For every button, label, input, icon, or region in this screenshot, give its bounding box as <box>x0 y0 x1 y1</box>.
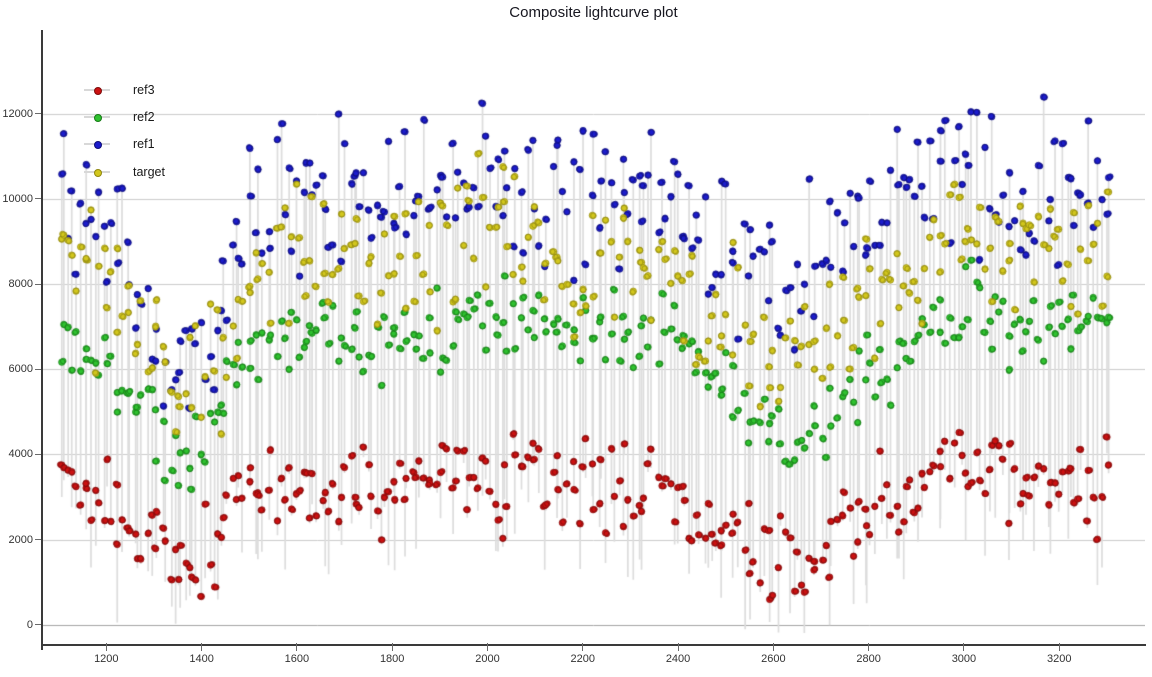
y-tick-label: 8000 <box>8 278 33 290</box>
x-tick-mark <box>963 643 965 651</box>
y-tick-label: 2000 <box>8 533 33 546</box>
y-axis-line <box>41 30 43 650</box>
x-tick-label: 1200 <box>94 653 119 665</box>
x-tick-label: 2600 <box>761 653 786 665</box>
x-tick-label: 1600 <box>284 653 310 665</box>
x-tick-label: 2400 <box>665 653 691 665</box>
chart-title: Composite lightcurve plot <box>509 4 678 21</box>
legend-item-ref2: ref2 <box>84 103 165 130</box>
x-tick-label: 1800 <box>379 653 405 665</box>
x-tick-label: 2000 <box>475 653 500 665</box>
legend-label-ref3: ref3 <box>133 82 155 97</box>
y-tick-mark <box>35 198 41 200</box>
legend-label-ref2: ref2 <box>133 110 155 125</box>
x-tick-label: 2200 <box>570 653 595 665</box>
x-tick-mark <box>201 643 203 651</box>
legend-stem-line <box>84 114 110 123</box>
x-tick-mark <box>677 643 679 651</box>
x-tick-mark <box>868 643 870 651</box>
x-tick-label: 1400 <box>189 653 214 665</box>
x-tick-label: 2800 <box>856 653 881 665</box>
x-axis-line <box>41 644 1146 646</box>
x-tick-mark <box>486 643 488 651</box>
legend-stem-line <box>84 141 110 150</box>
y-tick-label: 0 <box>26 618 33 631</box>
x-tick-mark <box>105 643 107 651</box>
x-tick-label: 3200 <box>1046 653 1072 665</box>
target-marker-icon <box>94 168 102 177</box>
y-tick-mark <box>35 539 41 541</box>
legend-item-ref3: ref3 <box>84 76 165 103</box>
y-tick-mark <box>35 113 41 115</box>
x-tick-mark <box>582 643 584 651</box>
ref3-marker-icon <box>94 86 102 95</box>
x-tick-mark <box>1058 643 1060 651</box>
y-tick-label: 10000 <box>2 192 33 205</box>
y-tick-label: 6000 <box>8 363 33 376</box>
legend-stem-line <box>84 86 110 95</box>
y-tick-mark <box>35 624 41 626</box>
scatter-canvas <box>42 30 1145 645</box>
ref2-marker-icon <box>94 114 102 123</box>
y-tick-mark <box>35 453 41 455</box>
y-tick-label: 12000 <box>2 107 33 120</box>
x-tick-mark <box>772 643 774 651</box>
y-tick-label: 4000 <box>8 448 33 461</box>
legend-label-ref1: ref1 <box>133 137 155 152</box>
y-tick-mark <box>35 368 41 370</box>
y-tick-mark <box>35 283 41 285</box>
legend-label-target: target <box>133 164 165 179</box>
x-tick-mark <box>296 643 298 651</box>
x-tick-label: 3000 <box>951 653 977 665</box>
legend-item-target: target <box>84 158 165 185</box>
legend-stem-line <box>84 168 110 177</box>
x-tick-mark <box>391 643 393 651</box>
legend-item-ref1: ref1 <box>84 131 165 158</box>
ref1-marker-icon <box>94 141 102 150</box>
legend: ref3 ref2 ref1 target <box>84 76 165 186</box>
